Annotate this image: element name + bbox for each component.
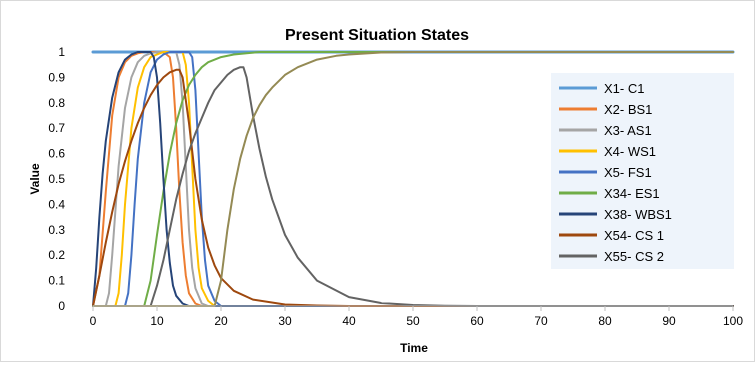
y-tick-label: 0.3	[48, 223, 65, 237]
x-axis-label: Time	[400, 341, 428, 355]
x-tick-label: 40	[342, 314, 356, 328]
chart-title: Present Situation States	[285, 27, 469, 44]
x-tick-label: 90	[662, 314, 676, 328]
legend-label: X5- FS1	[604, 165, 652, 180]
series-line-8	[92, 68, 734, 307]
legend-label: X38- WBS1	[604, 207, 672, 222]
x-tick-label: 70	[534, 314, 548, 328]
x-tick-label: 0	[90, 314, 97, 328]
x-tick-label: 10	[150, 314, 164, 328]
y-tick-label: 0.7	[48, 121, 65, 135]
legend-label: X55- CS 2	[604, 249, 664, 264]
series-line-6	[92, 51, 734, 307]
legend-label: X1- C1	[604, 81, 644, 96]
x-tick-label: 60	[470, 314, 484, 328]
x-tick-label: 80	[598, 314, 612, 328]
y-tick-label: 0.8	[48, 96, 65, 110]
y-tick-label: 0.2	[48, 248, 65, 262]
y-tick-label: 0.5	[48, 172, 65, 186]
x-tick-label: 30	[278, 314, 292, 328]
y-tick-label: 0.4	[48, 197, 65, 211]
y-axis-label: Value	[28, 163, 42, 195]
x-tick-label: 100	[723, 314, 743, 328]
y-tick-label: 0.1	[48, 274, 65, 288]
y-tick-label: 0.6	[48, 147, 65, 161]
legend-label: X2- BS1	[604, 102, 652, 117]
y-tick-label: 0.9	[48, 70, 65, 84]
series-line-10	[92, 51, 734, 307]
y-tick-label: 0	[58, 299, 65, 313]
legend-label: X34- ES1	[604, 186, 660, 201]
x-tick-label: 20	[214, 314, 228, 328]
legend-label: X54- CS 1	[604, 228, 664, 243]
series-line-9	[92, 66, 734, 307]
legend-label: X4- WS1	[604, 144, 656, 159]
legend-label: X3- AS1	[604, 123, 652, 138]
series-line-2	[92, 51, 734, 307]
series-line-5	[92, 51, 734, 307]
x-tick-label: 50	[406, 314, 420, 328]
series-line-7	[92, 51, 734, 307]
y-tick-label: 1	[58, 45, 65, 59]
